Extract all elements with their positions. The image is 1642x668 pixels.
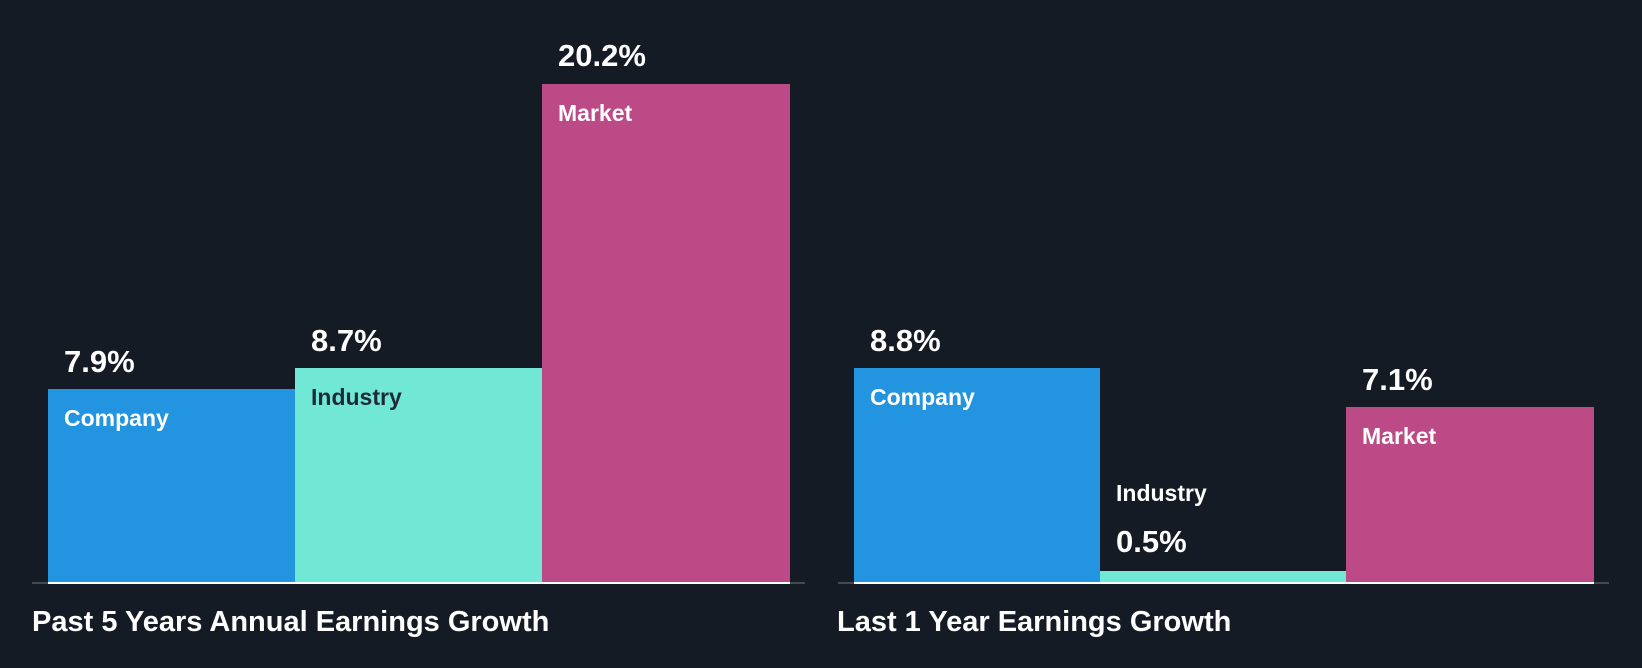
bar-label: Market bbox=[558, 100, 633, 126]
bar-value-company: 7.9% bbox=[64, 344, 135, 379]
bar-baseline bbox=[295, 582, 542, 584]
bar-label: Market bbox=[1362, 423, 1437, 449]
bar-company: Company bbox=[48, 389, 295, 584]
bar-value-company: 8.8% bbox=[870, 323, 941, 358]
bar-industry bbox=[1100, 571, 1346, 584]
bar-label-industry: Industry bbox=[1116, 480, 1207, 506]
bar-value-market: 7.1% bbox=[1362, 362, 1433, 397]
bar-label: Industry bbox=[311, 384, 402, 410]
bar-value-industry: 8.7% bbox=[311, 323, 382, 358]
bar-company: Company bbox=[854, 368, 1100, 584]
bar-baseline bbox=[1346, 582, 1594, 584]
bar-value-market: 20.2% bbox=[558, 38, 646, 73]
bar-market: Market bbox=[1346, 407, 1594, 584]
bar-label: Company bbox=[870, 384, 975, 410]
bar-value-industry: 0.5% bbox=[1116, 524, 1187, 559]
bar-market: Market bbox=[542, 84, 790, 584]
bar-label: Company bbox=[64, 405, 169, 431]
bar-baseline bbox=[48, 582, 295, 584]
chart-title: Last 1 Year Earnings Growth bbox=[837, 606, 1232, 638]
bar-baseline bbox=[854, 582, 1100, 584]
chart-panel-past-5-years: Company 7.9% Industry 8.7% Market 20.2% … bbox=[32, 38, 805, 638]
bar-baseline bbox=[542, 582, 790, 584]
bar-baseline bbox=[1100, 582, 1346, 584]
bar-industry: Industry bbox=[295, 368, 542, 584]
chart-title: Past 5 Years Annual Earnings Growth bbox=[32, 606, 550, 638]
